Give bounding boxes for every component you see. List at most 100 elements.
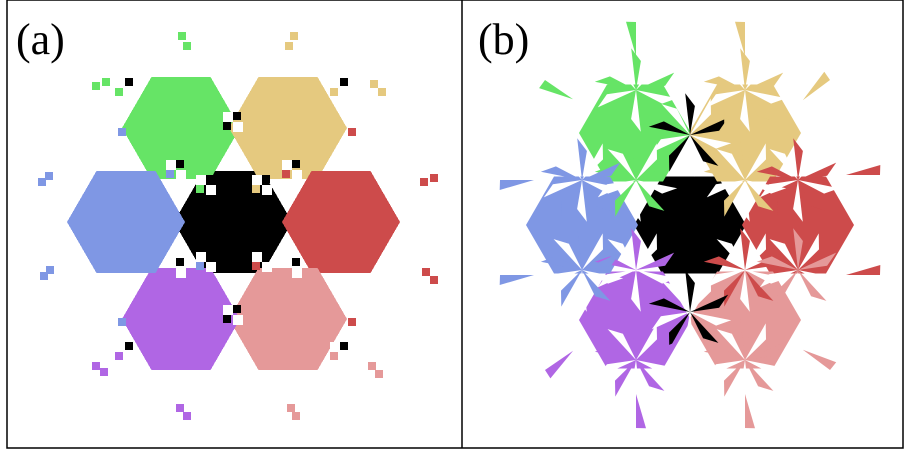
pinwheel-top-left bbox=[607, 149, 636, 180]
pinwheel-center bbox=[661, 281, 690, 312]
boundary-notch bbox=[196, 262, 204, 270]
boundary-notch bbox=[330, 88, 338, 96]
fragment-square bbox=[285, 42, 293, 50]
pinwheel-top-right bbox=[745, 90, 787, 104]
hex-tile-top-right bbox=[229, 76, 347, 180]
boundary-notch bbox=[176, 160, 184, 168]
pinwheel-right bbox=[745, 270, 787, 284]
hex-tile-right bbox=[282, 170, 400, 274]
pinwheel-top-right bbox=[703, 76, 745, 90]
fragment-square bbox=[430, 276, 438, 284]
hex-pixel-top-right bbox=[337, 124, 345, 132]
pinwheel-bottom-right bbox=[745, 360, 774, 391]
boundary-notch bbox=[206, 175, 214, 183]
boundary-notch bbox=[340, 342, 348, 350]
pinwheel-top-right bbox=[740, 90, 750, 132]
fragment-square bbox=[38, 178, 46, 186]
hex-pixel-top-left bbox=[124, 124, 132, 132]
pinwheel-top-right bbox=[745, 180, 774, 211]
fragment-square bbox=[46, 266, 54, 274]
fragment-square bbox=[118, 128, 126, 136]
boundary-notch bbox=[262, 175, 270, 183]
fragment-square bbox=[92, 362, 100, 370]
pinwheel-center bbox=[690, 98, 711, 135]
pinwheel-left bbox=[577, 138, 587, 180]
pinwheel-bottom-left bbox=[636, 323, 657, 360]
pinwheel-left bbox=[577, 228, 587, 270]
pinwheel-bottom-right bbox=[756, 256, 798, 270]
pinwheel-left bbox=[582, 180, 611, 211]
panel-a-label: (a) bbox=[16, 15, 65, 64]
outer-spike-right bbox=[846, 265, 881, 275]
pinwheel-bottom-left bbox=[607, 329, 636, 360]
pinwheel-bottom-right bbox=[798, 270, 840, 284]
pinwheel-bottom-left bbox=[636, 233, 657, 270]
pinwheel-top-right bbox=[716, 149, 745, 180]
pinwheel-center bbox=[690, 294, 729, 312]
pinwheel-bottom-right bbox=[793, 270, 803, 312]
boundary-notch bbox=[233, 305, 241, 313]
pinwheel-bottom-left bbox=[615, 270, 636, 307]
pinwheel-top-left bbox=[597, 90, 636, 108]
pinwheel-center bbox=[690, 135, 732, 149]
pinwheel-bottom-left bbox=[631, 270, 641, 312]
fragment-square bbox=[430, 174, 438, 182]
fragment-square bbox=[183, 42, 191, 50]
hex-tile-bottom-left bbox=[579, 271, 691, 369]
boundary-notch bbox=[340, 78, 348, 86]
pinwheel-right bbox=[745, 233, 766, 270]
pinwheel-top-right bbox=[703, 166, 745, 180]
pinwheel-top-right bbox=[706, 180, 745, 198]
pinwheel-left bbox=[577, 270, 587, 312]
outer-spike-top-left bbox=[626, 21, 636, 56]
pinwheel-right bbox=[756, 166, 798, 180]
boundary-notch bbox=[223, 315, 231, 323]
pinwheel-bottom-left bbox=[631, 228, 641, 270]
pinwheel-center bbox=[690, 275, 711, 312]
pinwheel-top-right bbox=[716, 59, 745, 90]
pinwheel-left bbox=[582, 270, 611, 301]
hex-tile-bottom-right bbox=[689, 271, 801, 369]
boundary-notch bbox=[252, 185, 260, 193]
pinwheel-top-left bbox=[636, 180, 678, 194]
hex-tile-center bbox=[634, 176, 746, 274]
pinwheel-bottom-left bbox=[636, 360, 665, 391]
pinwheel-right bbox=[716, 239, 745, 270]
pinwheel-left bbox=[553, 239, 582, 270]
pinwheel-right bbox=[777, 180, 798, 217]
pinwheel-bottom-left bbox=[594, 346, 636, 360]
outer-spike-bottom-left bbox=[636, 394, 646, 429]
hex-tile-top-left bbox=[122, 76, 240, 180]
boundary-notch bbox=[330, 78, 340, 88]
pinwheel-right bbox=[706, 270, 745, 288]
pinwheel-top-right bbox=[745, 72, 784, 90]
boundary-notch bbox=[196, 252, 206, 262]
boundary-notch bbox=[292, 268, 302, 278]
pinwheel-center bbox=[648, 298, 690, 312]
hex-pixel-bottom-left bbox=[124, 315, 132, 323]
fragment-square bbox=[348, 318, 356, 326]
pinwheel-left bbox=[540, 256, 582, 270]
boundary-notch bbox=[292, 170, 302, 180]
pinwheel-top-right bbox=[745, 90, 774, 121]
boundary-notch bbox=[340, 88, 350, 98]
pinwheel-left bbox=[582, 162, 621, 180]
fragment-square bbox=[102, 78, 110, 86]
pinwheel-bottom-left bbox=[607, 239, 636, 270]
boundary-notch bbox=[223, 112, 233, 122]
pinwheel-left bbox=[582, 180, 624, 194]
boundary-notch bbox=[166, 160, 176, 170]
pinwheel-bottom-left bbox=[615, 360, 636, 397]
pinwheel-top-left bbox=[607, 59, 636, 90]
hex-pixel-right bbox=[284, 218, 292, 226]
pinwheel-top-right bbox=[745, 53, 766, 90]
pinwheel-bottom-right bbox=[716, 329, 745, 360]
hex-tile-center bbox=[174, 170, 292, 274]
boundary-notch bbox=[282, 170, 290, 178]
pinwheel-center bbox=[690, 135, 719, 166]
pinwheel-bottom-right bbox=[706, 360, 745, 378]
boundary-notch bbox=[282, 258, 292, 268]
pinwheel-right bbox=[798, 180, 840, 194]
boundary-notch bbox=[206, 262, 216, 272]
